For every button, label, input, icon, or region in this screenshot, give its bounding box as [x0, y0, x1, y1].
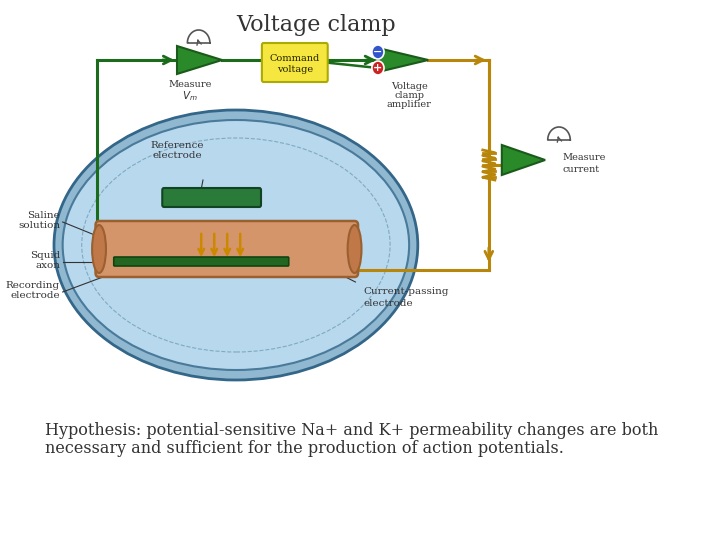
Text: clamp: clamp — [394, 91, 424, 100]
Text: solution: solution — [18, 220, 60, 230]
Text: Command: Command — [270, 54, 320, 63]
Text: current: current — [562, 165, 600, 174]
Text: Reference: Reference — [150, 141, 204, 150]
Ellipse shape — [92, 225, 106, 273]
Text: Measure: Measure — [168, 80, 212, 89]
Text: Squid: Squid — [30, 251, 60, 260]
Circle shape — [372, 61, 384, 75]
Text: electrode: electrode — [10, 292, 60, 300]
FancyBboxPatch shape — [262, 43, 328, 82]
Text: necessary and sufficient for the production of action potentials.: necessary and sufficient for the product… — [45, 440, 564, 457]
Text: electrode: electrode — [152, 151, 202, 160]
FancyBboxPatch shape — [162, 188, 261, 207]
Polygon shape — [177, 46, 222, 74]
FancyBboxPatch shape — [96, 221, 358, 277]
Ellipse shape — [63, 120, 409, 370]
Ellipse shape — [348, 225, 361, 273]
Text: Measure: Measure — [562, 153, 606, 163]
Text: Recording: Recording — [6, 280, 60, 289]
Text: $V_m$: $V_m$ — [182, 89, 198, 103]
Polygon shape — [378, 48, 428, 72]
Text: −: − — [373, 47, 382, 57]
Text: Voltage clamp: Voltage clamp — [235, 14, 395, 36]
Text: amplifier: amplifier — [387, 100, 431, 109]
Text: Current-passing: Current-passing — [363, 287, 449, 296]
Ellipse shape — [54, 110, 418, 380]
Text: voltage: voltage — [276, 65, 313, 74]
Text: electrode: electrode — [363, 299, 413, 307]
Text: Voltage: Voltage — [391, 82, 428, 91]
Text: axon: axon — [35, 261, 60, 271]
Circle shape — [372, 45, 384, 59]
Text: +: + — [374, 63, 382, 73]
Polygon shape — [502, 145, 545, 175]
FancyBboxPatch shape — [114, 257, 289, 266]
Text: Saline: Saline — [27, 211, 60, 219]
Text: Hypothesis: potential-sensitive Na+ and K+ permeability changes are both: Hypothesis: potential-sensitive Na+ and … — [45, 422, 659, 439]
